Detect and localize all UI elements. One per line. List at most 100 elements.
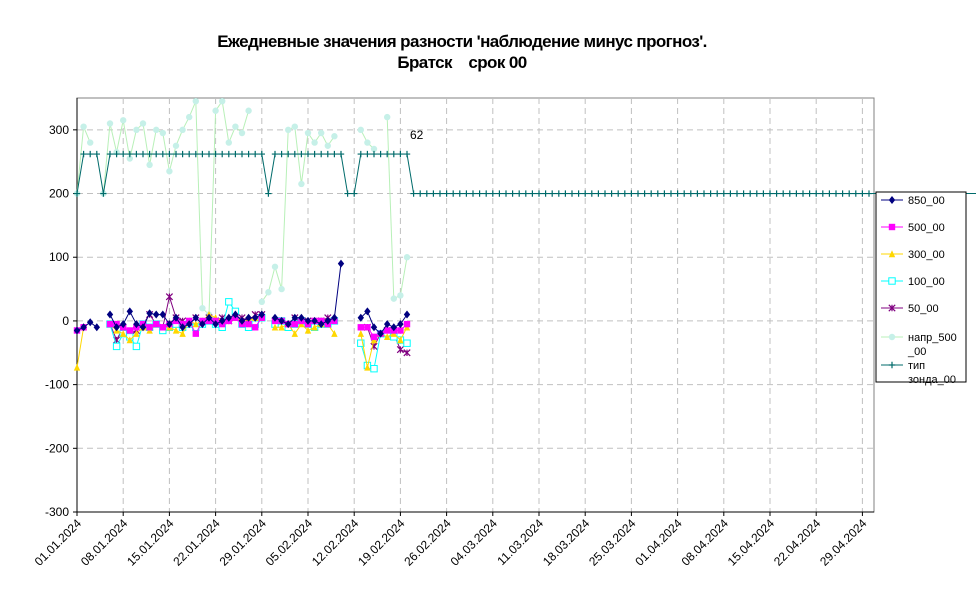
data-point xyxy=(192,330,199,337)
data-point xyxy=(126,150,133,158)
data-point xyxy=(153,310,160,319)
data-point xyxy=(73,190,81,197)
chart-title-line2: Братск срок 00 xyxy=(397,53,526,72)
data-point xyxy=(370,333,378,341)
data-point xyxy=(509,190,516,197)
data-point xyxy=(364,324,371,331)
data-point xyxy=(799,190,807,197)
data-point xyxy=(93,150,100,158)
data-point xyxy=(106,150,114,158)
data-point xyxy=(324,150,331,158)
data-point xyxy=(318,150,325,158)
data-point xyxy=(364,139,371,146)
data-point xyxy=(700,190,708,197)
data-point xyxy=(265,289,272,296)
data-point xyxy=(179,323,186,332)
x-tick-label: 08.04.2024 xyxy=(679,516,732,569)
data-point xyxy=(126,336,133,344)
data-point xyxy=(410,190,417,197)
data-point xyxy=(826,190,833,197)
data-point xyxy=(291,329,298,337)
data-point xyxy=(311,316,318,325)
data-point xyxy=(403,339,411,347)
data-point xyxy=(291,320,298,328)
x-tick-label: 19.02.2024 xyxy=(355,516,408,569)
x-tick-label: 01.04.2024 xyxy=(632,516,685,569)
data-point xyxy=(106,310,114,319)
data-point xyxy=(126,155,133,162)
data-point xyxy=(87,150,94,158)
data-point xyxy=(265,190,272,197)
y-tick-label: 100 xyxy=(49,250,69,264)
data-point xyxy=(331,329,338,337)
x-tick-label: 22.04.2024 xyxy=(771,516,824,569)
data-point xyxy=(786,190,793,197)
data-point xyxy=(377,150,384,158)
data-point xyxy=(252,313,259,322)
data-point xyxy=(819,190,826,197)
legend-marker xyxy=(888,196,896,204)
data-point xyxy=(245,150,252,158)
data-point xyxy=(146,150,153,158)
data-point xyxy=(370,364,378,373)
data-point xyxy=(667,190,675,197)
data-point xyxy=(132,342,141,351)
data-point xyxy=(304,129,312,137)
data-point xyxy=(436,190,444,197)
data-point xyxy=(397,292,404,299)
data-point xyxy=(865,190,873,197)
y-tick-label: 200 xyxy=(49,187,69,201)
x-tick-label: 22.01.2024 xyxy=(170,516,223,569)
data-point xyxy=(120,150,127,158)
data-point xyxy=(120,329,127,337)
data-point xyxy=(337,259,345,268)
x-tick-label: 01.01.2024 xyxy=(32,516,85,569)
y-tick-label: 300 xyxy=(49,123,69,137)
data-point xyxy=(674,190,681,197)
data-point xyxy=(166,168,173,175)
data-point xyxy=(318,129,325,137)
data-point xyxy=(73,326,81,335)
legend-label: 300_00 xyxy=(908,249,945,261)
data-point xyxy=(179,150,186,158)
x-tick-label: 08.01.2024 xyxy=(78,516,131,569)
data-point xyxy=(199,304,206,312)
legend-marker xyxy=(888,277,896,285)
data-point xyxy=(232,123,239,130)
data-point xyxy=(687,190,694,197)
data-point xyxy=(285,150,292,158)
data-point xyxy=(727,190,734,197)
data-point xyxy=(522,190,529,197)
data-point xyxy=(846,190,853,197)
series-line xyxy=(76,327,85,368)
data-point xyxy=(390,150,397,158)
data-point xyxy=(357,150,364,158)
data-point xyxy=(238,150,246,158)
data-point xyxy=(271,313,279,322)
data-point xyxy=(397,150,404,158)
data-point xyxy=(199,320,206,329)
data-point xyxy=(496,190,503,197)
data-point xyxy=(403,320,411,328)
data-point xyxy=(120,117,127,124)
data-point xyxy=(615,190,622,197)
data-point xyxy=(212,107,219,114)
data-point xyxy=(370,150,378,158)
data-point xyxy=(252,324,259,331)
data-point xyxy=(542,190,549,197)
data-point xyxy=(634,190,642,197)
data-point xyxy=(311,139,318,146)
data-point xyxy=(153,150,160,158)
data-point xyxy=(555,190,562,197)
data-point xyxy=(192,97,199,105)
data-point xyxy=(159,324,166,331)
data-point xyxy=(298,313,305,322)
data-point xyxy=(568,190,576,197)
data-point xyxy=(766,190,774,197)
annotation-label: 62 xyxy=(410,128,424,142)
data-point xyxy=(450,190,457,197)
legend-label: тип xyxy=(908,360,925,372)
legend-label: 500_00 xyxy=(908,222,945,234)
legend-label: 50_00 xyxy=(908,303,939,315)
